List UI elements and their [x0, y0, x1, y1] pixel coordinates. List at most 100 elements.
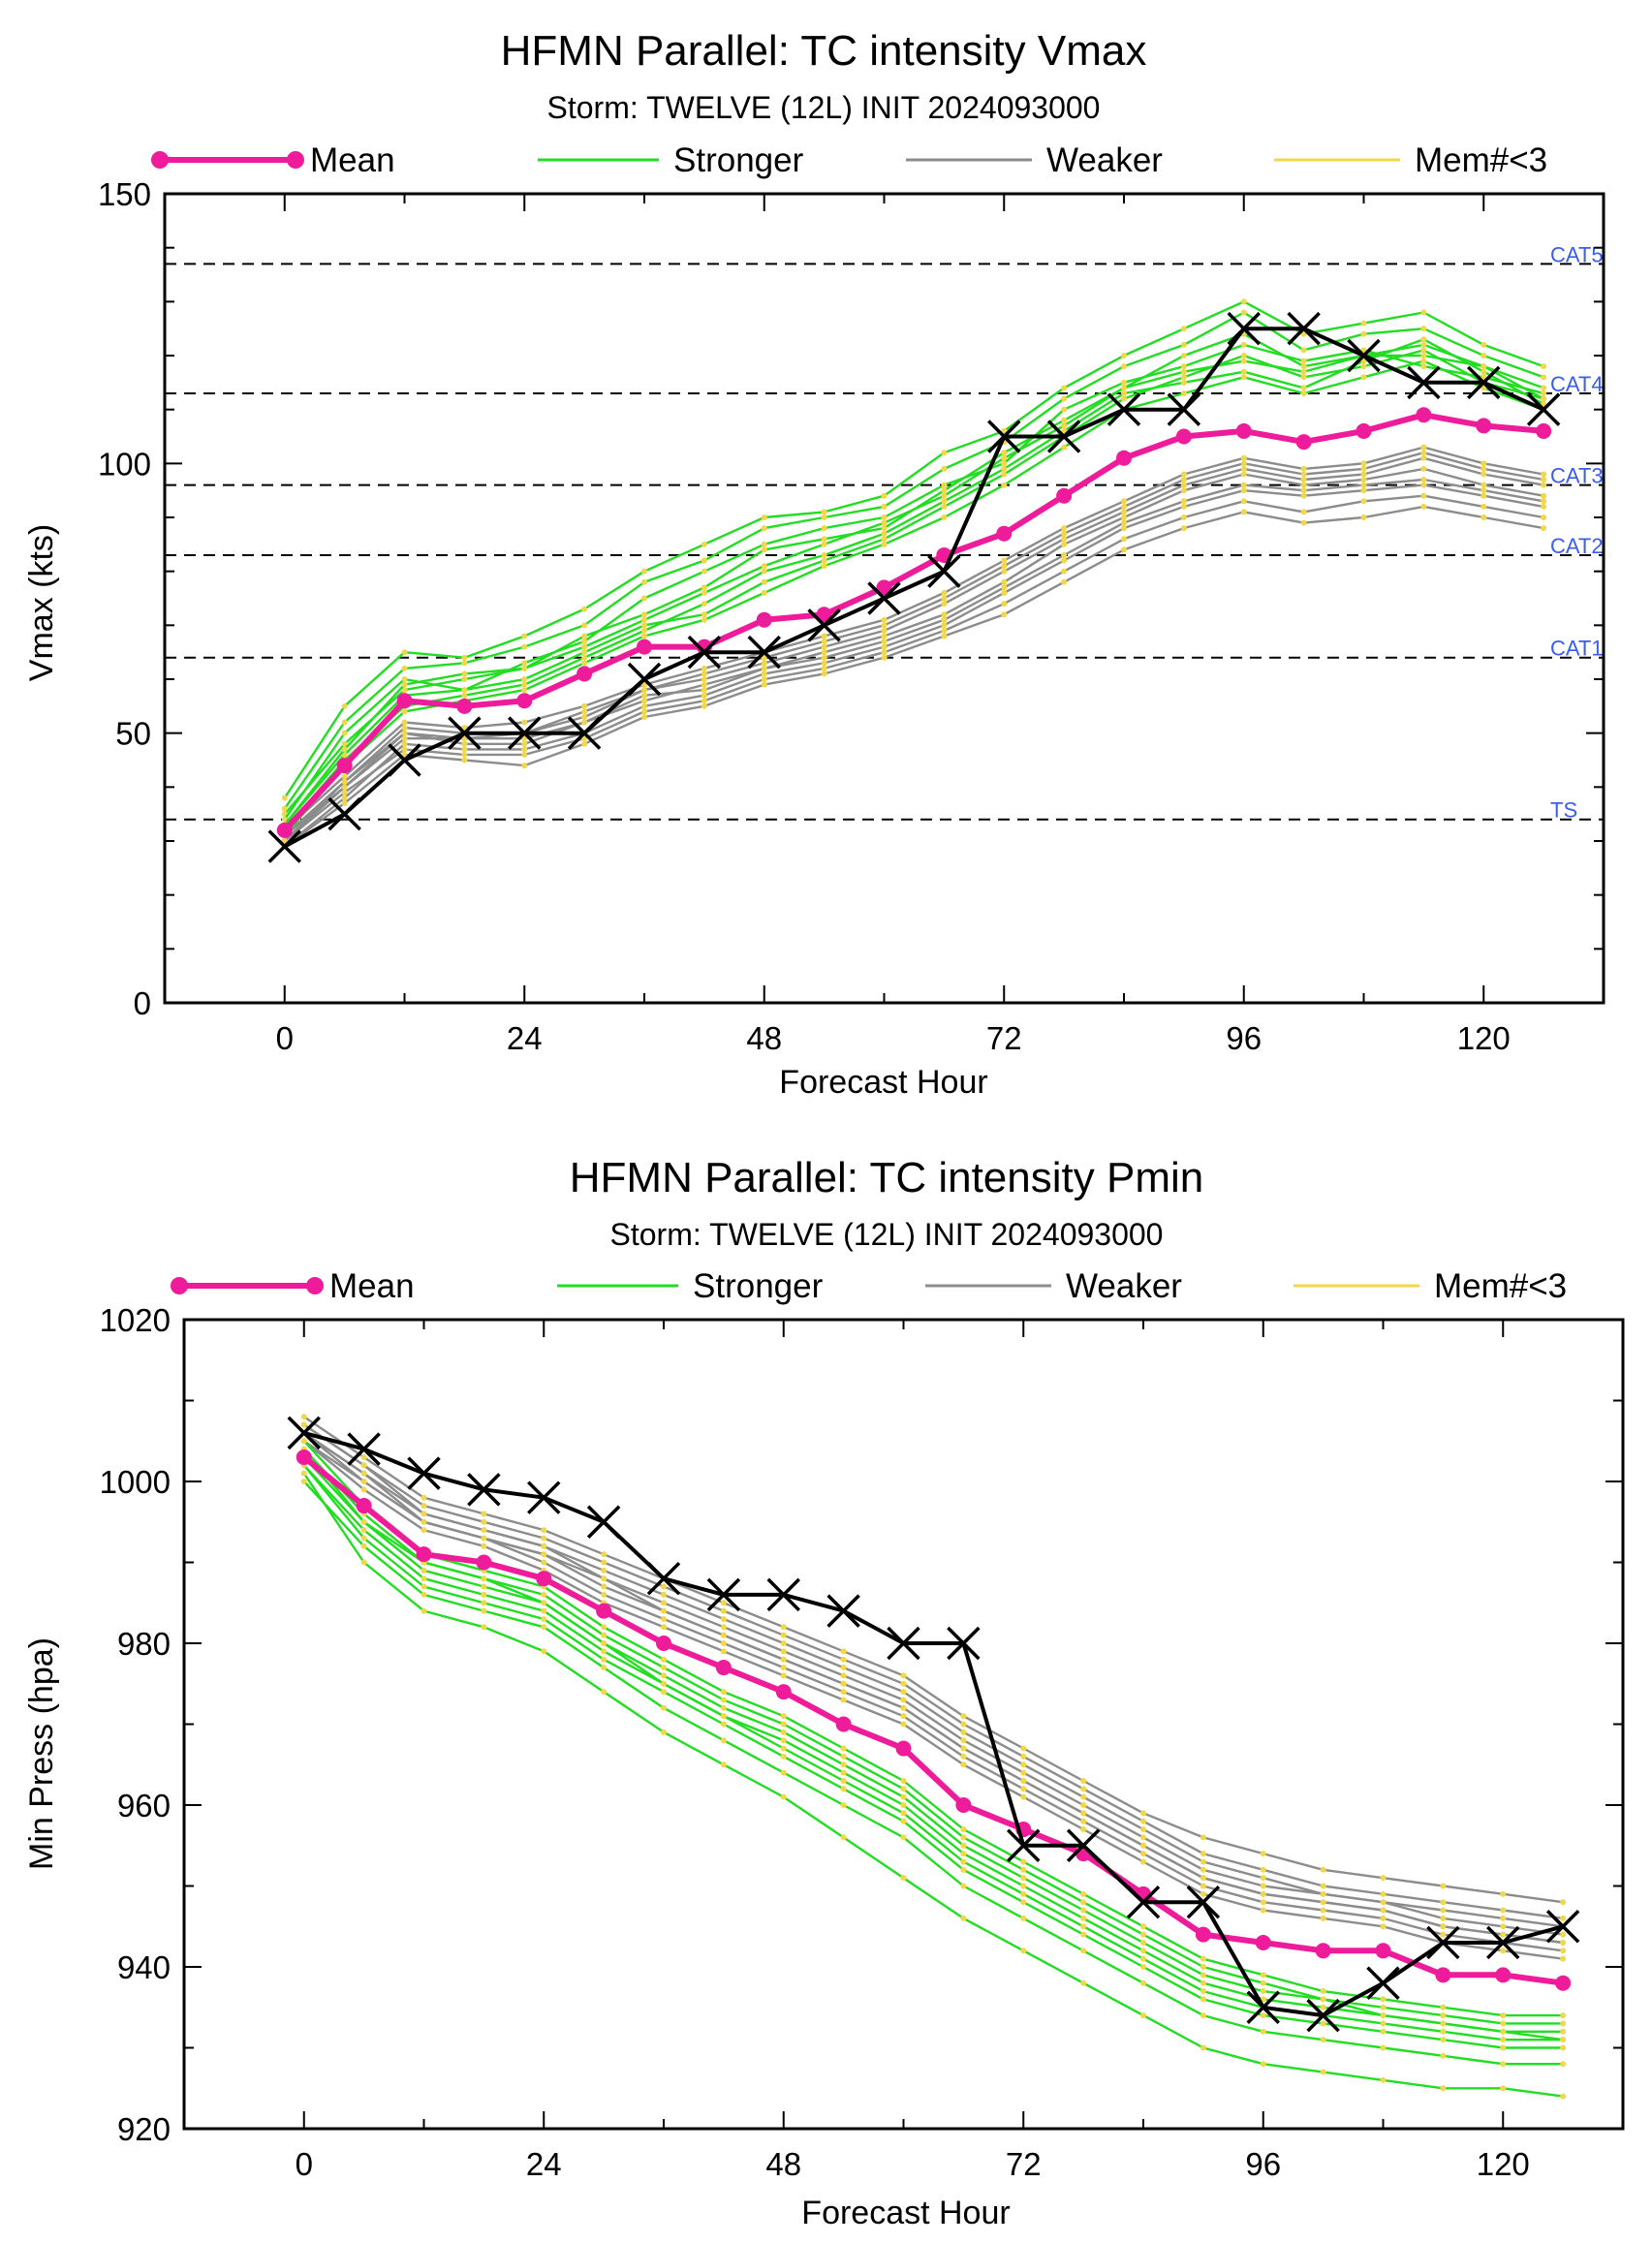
vmax-member-point: [1240, 471, 1247, 478]
pmin-member-point: [541, 1607, 547, 1614]
pmin-x-tick-label: 24: [526, 2146, 562, 2182]
pmin-member-point: [360, 1535, 367, 1542]
vmax-member-point: [1541, 401, 1547, 408]
vmax-mean-point: [1116, 450, 1132, 466]
vmax-member-point: [941, 601, 948, 608]
vmax-member-point: [1481, 482, 1487, 488]
pmin-mean-point: [715, 1660, 732, 1676]
vmax-member-point: [581, 719, 588, 726]
pmin-observed-marker: [1426, 1925, 1460, 1960]
pmin-member-point: [541, 1559, 547, 1566]
pmin-mean-point: [536, 1571, 552, 1587]
pmin-member-point: [300, 1470, 307, 1477]
pmin-member-point: [720, 1648, 727, 1655]
pmin-member-point: [1500, 1948, 1507, 1954]
vmax-observed-marker: [1227, 311, 1261, 346]
pmin-member-point: [481, 1518, 487, 1525]
pmin-x-tick-label: 120: [1477, 2146, 1530, 2182]
vmax-member-point: [1541, 498, 1547, 505]
vmax-member-point: [821, 509, 827, 515]
vmax-member-point: [1481, 460, 1487, 467]
vmax-member-point: [1541, 395, 1547, 402]
pmin-member-point: [541, 1535, 547, 1542]
pmin-member-point: [1080, 1826, 1087, 1833]
vmax-member-point: [641, 687, 647, 694]
pmin-observed-marker: [826, 1594, 860, 1628]
vmax-weaker-member-0: [283, 467, 1544, 842]
vmax-member-point: [881, 530, 888, 537]
vmax-member-point: [1001, 450, 1008, 456]
pmin-member-point: [1080, 1923, 1087, 1930]
vmax-series-group: [165, 263, 1604, 850]
pmin-member-point: [601, 1689, 608, 1696]
pmin-member-point: [1380, 1996, 1387, 2003]
vmax-legend-mean: Mean: [151, 141, 395, 179]
pmin-y-tick-label: 940: [117, 1949, 171, 1985]
vmax-member-point: [761, 546, 767, 553]
pmin-member-point: [1560, 2093, 1567, 2100]
pmin-member-point: [601, 1559, 608, 1566]
vmax-member-point: [1360, 465, 1367, 472]
vmax-member-point: [641, 616, 647, 623]
vmax-member-point: [701, 670, 707, 677]
vmax-member-point: [761, 676, 767, 682]
vmax-member-point: [1360, 487, 1367, 494]
vmax-mean-point: [1235, 422, 1252, 439]
pmin-member-point: [1200, 1890, 1206, 1897]
pmin-member-point: [1200, 1866, 1206, 1873]
vmax-member-point: [701, 589, 707, 596]
vmax-member-point: [941, 627, 948, 634]
pmin-member-point: [481, 1527, 487, 1534]
pmin-observed-marker: [1366, 1966, 1400, 2000]
vmax-observed-marker: [1467, 365, 1501, 400]
vmax-member-point: [761, 670, 767, 677]
vmax-member-point: [1180, 341, 1187, 348]
vmax-member-point: [1061, 536, 1068, 543]
vmax-member-point: [761, 514, 767, 520]
pmin-member-point: [1440, 1899, 1447, 1906]
pmin-member-point: [960, 1883, 967, 1889]
vmax-mean-point: [516, 693, 533, 709]
vmax-member-point: [1180, 498, 1187, 505]
vmax-member-point: [1420, 363, 1427, 370]
vmax-mean-point: [336, 758, 353, 774]
vmax-observed-marker: [327, 796, 361, 831]
pmin-member-point: [1380, 2004, 1387, 2010]
vmax-plot-area: TS CAT1 CAT2 CAT3 CAT4 CAT5 0 24 48 72 96 120 0 50 100…: [98, 176, 1605, 1056]
pmin-member-point: [1080, 1818, 1087, 1824]
vmax-member-point: [1180, 503, 1187, 510]
pmin-member-point: [300, 1414, 307, 1420]
pmin-chart: HFMN Parallel: TC intensity Pmin Storm: …: [23, 1154, 1625, 2231]
pmin-mean-point: [835, 1716, 852, 1732]
vmax-member-point: [701, 702, 707, 709]
vmax-member-point: [1240, 460, 1247, 467]
pmin-member-point: [1080, 1802, 1087, 1808]
vmax-member-point: [1541, 525, 1547, 532]
vmax-member-point: [341, 746, 348, 753]
vmax-legend: Mean Stronger Weaker Mem#<3: [151, 141, 1547, 179]
vmax-member-point: [521, 740, 528, 747]
pmin-observed-marker: [1126, 1885, 1161, 1919]
vmax-observed-line: [283, 327, 1544, 849]
vmax-member-point: [1240, 341, 1247, 348]
vmax-x-axis-label: Forecast Hour: [779, 1064, 987, 1101]
pmin-stronger-member-4: [302, 1473, 1564, 2098]
vmax-member-point: [641, 611, 647, 618]
vmax-member-point: [1300, 487, 1307, 494]
pmin-member-point: [780, 1640, 787, 1646]
vmax-member-point: [1300, 509, 1307, 515]
pmin-member-point: [960, 1842, 967, 1849]
vmax-member-point: [761, 563, 767, 570]
pmin-member-point: [541, 1648, 547, 1655]
pmin-observed-marker: [1007, 1828, 1041, 1862]
vmax-member-point: [1240, 368, 1247, 375]
pmin-member-point: [601, 1640, 608, 1646]
vmax-legend-weaker: Weaker: [906, 141, 1163, 179]
pmin-member-point: [1020, 1948, 1027, 1954]
vmax-member-point: [401, 649, 408, 656]
vmax-member-point: [461, 757, 468, 764]
vmax-member-point: [1001, 465, 1008, 472]
pmin-member-point: [1320, 2069, 1326, 2075]
vmax-member-point: [1001, 460, 1008, 467]
pmin-member-point: [1320, 1866, 1326, 1873]
